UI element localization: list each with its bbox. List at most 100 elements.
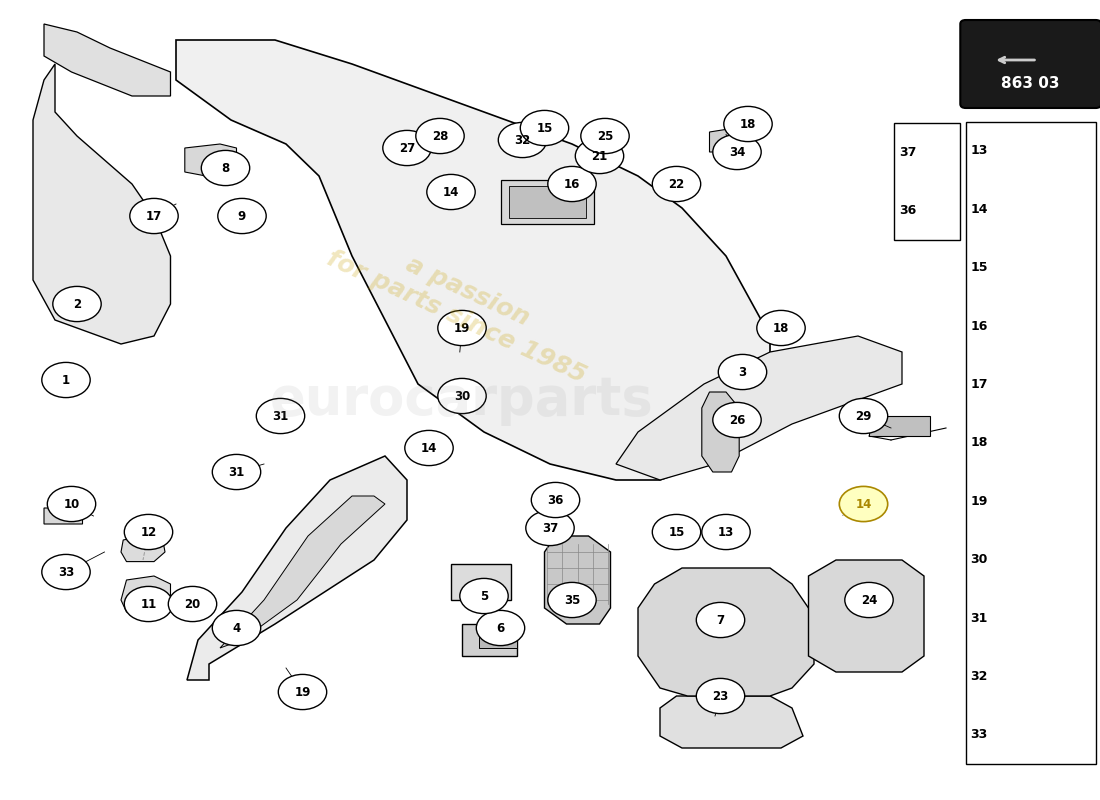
FancyBboxPatch shape (960, 20, 1100, 108)
Circle shape (702, 514, 750, 550)
Text: 36: 36 (548, 494, 563, 506)
Text: 29: 29 (856, 410, 871, 422)
Text: 27: 27 (399, 142, 415, 154)
Text: 21: 21 (592, 150, 607, 162)
Circle shape (718, 354, 767, 390)
Text: 7: 7 (716, 614, 725, 626)
Circle shape (575, 138, 624, 174)
Text: 19: 19 (454, 322, 470, 334)
Text: 13: 13 (970, 144, 988, 158)
Text: 15: 15 (970, 261, 988, 274)
Polygon shape (390, 136, 424, 160)
Text: 14: 14 (856, 498, 871, 510)
Text: 22: 22 (669, 178, 684, 190)
Text: 26: 26 (729, 414, 745, 426)
Circle shape (696, 678, 745, 714)
Text: 863 03: 863 03 (1001, 77, 1060, 91)
Text: 15: 15 (669, 526, 684, 538)
Circle shape (652, 166, 701, 202)
Text: 31: 31 (273, 410, 288, 422)
Circle shape (548, 582, 596, 618)
Circle shape (839, 486, 888, 522)
Circle shape (236, 204, 258, 220)
Text: 37: 37 (899, 146, 916, 159)
Circle shape (212, 454, 261, 490)
FancyBboxPatch shape (966, 122, 1096, 764)
Text: 36: 36 (899, 204, 916, 218)
Text: 17: 17 (146, 210, 162, 222)
Text: 30: 30 (970, 553, 988, 566)
FancyBboxPatch shape (894, 123, 960, 240)
Text: 31: 31 (229, 466, 244, 478)
Polygon shape (44, 508, 82, 524)
Polygon shape (808, 560, 924, 672)
Circle shape (256, 398, 305, 434)
Circle shape (548, 166, 596, 202)
Circle shape (47, 486, 96, 522)
Circle shape (713, 134, 761, 170)
Circle shape (130, 198, 178, 234)
Polygon shape (33, 64, 170, 344)
Text: 30: 30 (454, 390, 470, 402)
Text: 23: 23 (713, 690, 728, 702)
Polygon shape (710, 128, 746, 152)
Circle shape (526, 510, 574, 546)
Circle shape (531, 482, 580, 518)
Text: 10: 10 (64, 498, 79, 510)
Circle shape (845, 582, 893, 618)
Polygon shape (220, 496, 385, 648)
Text: 14: 14 (970, 202, 988, 216)
Text: 13: 13 (718, 526, 734, 538)
Polygon shape (544, 536, 610, 624)
Text: 28: 28 (432, 130, 448, 142)
Polygon shape (638, 568, 814, 696)
FancyBboxPatch shape (462, 624, 517, 656)
Text: 9: 9 (238, 210, 246, 222)
Text: 37: 37 (542, 522, 558, 534)
Text: 11: 11 (141, 598, 156, 610)
Text: 14: 14 (421, 442, 437, 454)
Circle shape (724, 106, 772, 142)
Text: 6: 6 (496, 622, 505, 634)
Polygon shape (185, 144, 236, 178)
Circle shape (602, 130, 619, 142)
Circle shape (581, 118, 629, 154)
Circle shape (42, 554, 90, 590)
Text: 8: 8 (221, 162, 230, 174)
Polygon shape (187, 456, 407, 680)
Circle shape (757, 310, 805, 346)
FancyBboxPatch shape (500, 180, 594, 224)
Circle shape (218, 198, 266, 234)
Text: 12: 12 (141, 526, 156, 538)
Circle shape (427, 174, 475, 210)
Text: 32: 32 (970, 670, 988, 683)
Text: 15: 15 (537, 122, 552, 134)
Text: 33: 33 (58, 566, 74, 578)
Polygon shape (616, 336, 902, 480)
Circle shape (212, 610, 261, 646)
Text: 4: 4 (232, 622, 241, 634)
Circle shape (520, 110, 569, 146)
Text: 20: 20 (185, 598, 200, 610)
FancyBboxPatch shape (509, 186, 586, 218)
Text: 24: 24 (861, 594, 877, 606)
Circle shape (498, 122, 547, 158)
Text: 31: 31 (970, 611, 988, 625)
Text: 5: 5 (480, 590, 488, 602)
Circle shape (278, 674, 327, 710)
Circle shape (460, 578, 508, 614)
Text: 3: 3 (738, 366, 747, 378)
FancyBboxPatch shape (451, 564, 512, 600)
Circle shape (201, 150, 250, 186)
Text: 16: 16 (970, 319, 988, 333)
Circle shape (476, 610, 525, 646)
Circle shape (405, 430, 453, 466)
Text: 17: 17 (970, 378, 988, 391)
Circle shape (696, 602, 745, 638)
Circle shape (438, 378, 486, 414)
Circle shape (652, 514, 701, 550)
Circle shape (438, 310, 486, 346)
Text: 34: 34 (729, 146, 745, 158)
Circle shape (713, 402, 761, 438)
Text: 14: 14 (443, 186, 459, 198)
